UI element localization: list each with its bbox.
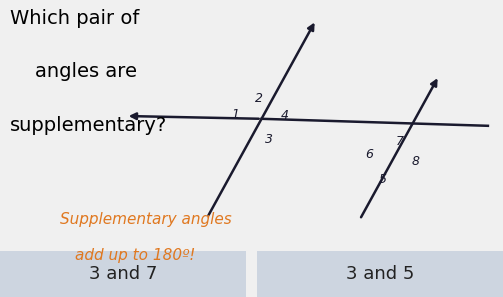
- Text: 3 and 5: 3 and 5: [346, 265, 414, 283]
- Text: 6: 6: [365, 148, 373, 161]
- Text: 7: 7: [396, 135, 404, 148]
- Text: 1: 1: [232, 108, 240, 121]
- Text: 8: 8: [411, 155, 420, 168]
- FancyBboxPatch shape: [257, 251, 503, 297]
- Text: 5: 5: [378, 173, 386, 186]
- Text: supplementary?: supplementary?: [10, 116, 167, 135]
- Text: Supplementary angles: Supplementary angles: [60, 212, 232, 228]
- Text: Which pair of: Which pair of: [10, 9, 139, 28]
- Text: angles are: angles are: [35, 62, 137, 81]
- Text: 2: 2: [255, 91, 263, 105]
- Text: 4: 4: [281, 109, 289, 122]
- Text: 3 and 7: 3 and 7: [89, 265, 157, 283]
- FancyBboxPatch shape: [0, 251, 246, 297]
- Text: add up to 180º!: add up to 180º!: [75, 248, 196, 263]
- Text: 3: 3: [265, 133, 273, 146]
